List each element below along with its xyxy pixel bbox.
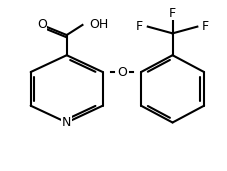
Text: F: F bbox=[201, 20, 208, 33]
Text: OH: OH bbox=[89, 18, 108, 31]
Text: O: O bbox=[37, 18, 47, 31]
Text: F: F bbox=[168, 7, 175, 20]
Text: O: O bbox=[116, 65, 126, 78]
Text: F: F bbox=[136, 20, 143, 33]
Text: N: N bbox=[62, 116, 71, 129]
